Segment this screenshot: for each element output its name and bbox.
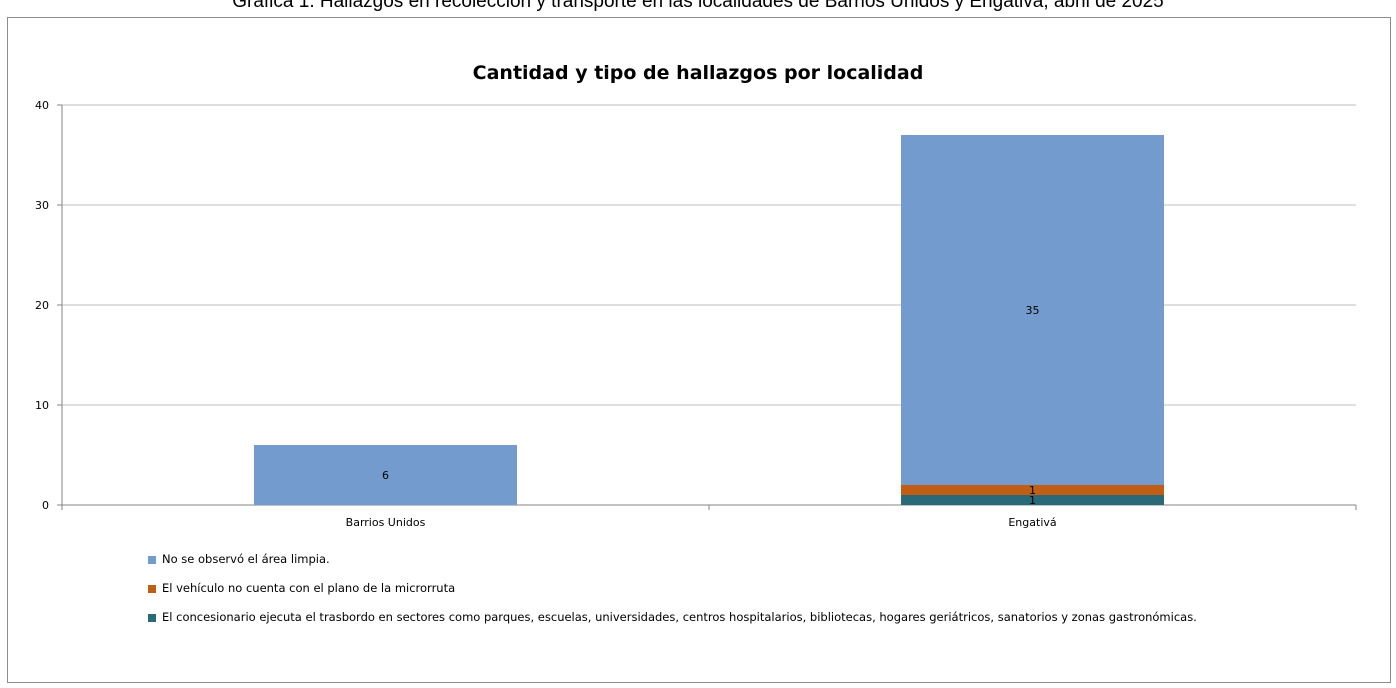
tick-labels: 0 10 20 30 40 Barrios Unidos Engativá — [35, 99, 1057, 529]
legend-label: El concesionario ejecuta el trasbordo en… — [162, 610, 1197, 624]
data-label: 1 — [1029, 494, 1036, 507]
bar-segment — [901, 135, 1164, 485]
legend-swatch — [148, 614, 156, 622]
chart-title: Cantidad y tipo de hallazgos por localid… — [473, 62, 924, 84]
y-tick-label: 30 — [35, 199, 49, 212]
legend-label: El vehículo no cuenta con el plano de la… — [162, 581, 456, 595]
legend-label: No se observó el área limpia. — [162, 552, 330, 566]
legend-item: No se observó el área limpia. — [148, 552, 1308, 567]
legend-item: El vehículo no cuenta con el plano de la… — [148, 581, 1308, 596]
y-tick-label: 40 — [35, 99, 49, 112]
x-tick-label: Barrios Unidos — [346, 516, 426, 529]
data-label: 1 — [1029, 484, 1036, 497]
x-tick-label: Engativá — [1008, 516, 1056, 529]
legend-swatch — [148, 556, 156, 564]
y-tick-label: 20 — [35, 299, 49, 312]
bar-segment — [901, 485, 1164, 495]
figure-caption: Gráfica 1. Hallazgos en recolección y tr… — [232, 0, 1164, 12]
legend-item: El concesionario ejecuta el trasbordo en… — [148, 610, 1308, 625]
data-label: 35 — [1026, 304, 1040, 317]
legend-swatch — [148, 585, 156, 593]
data-label: 6 — [382, 469, 389, 482]
y-tick-label: 10 — [35, 399, 49, 412]
y-tick-label: 0 — [42, 499, 49, 512]
bar-segment — [254, 445, 517, 505]
legend: No se observó el área limpia. El vehículo… — [148, 552, 1308, 639]
bars: 6 11 35 — [254, 135, 1164, 507]
bar-segment — [901, 495, 1164, 505]
